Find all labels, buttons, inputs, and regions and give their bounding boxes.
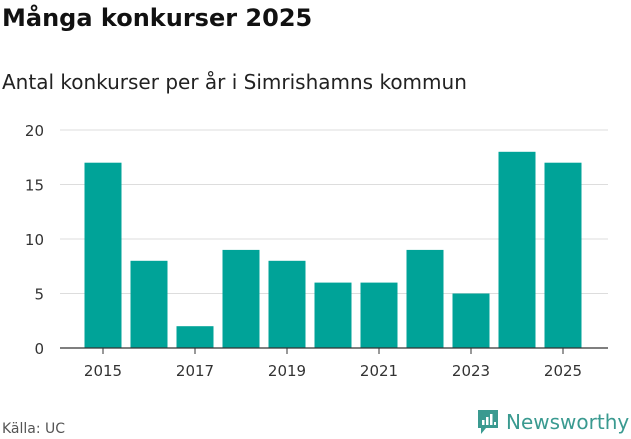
y-tick-label: 0 (34, 340, 44, 358)
chart-title: Många konkurser 2025 (2, 4, 313, 32)
bar-2018 (222, 249, 260, 348)
bar-2015 (84, 162, 122, 348)
bar-2020 (314, 282, 352, 348)
x-tick-label: 2021 (360, 362, 398, 380)
bar-2025 (544, 162, 582, 348)
x-tick-label: 2017 (176, 362, 214, 380)
bar-2022 (406, 249, 444, 348)
newsworthy-logo: Newsworthy (476, 408, 629, 436)
bar-2019 (268, 260, 306, 348)
x-tick-label: 2019 (268, 362, 306, 380)
y-tick-label: 5 (34, 286, 44, 304)
bar-2021 (360, 282, 398, 348)
y-tick-label: 15 (25, 177, 44, 195)
newsworthy-logo-icon (478, 410, 498, 434)
chart-subtitle: Antal konkurser per år i Simrishamns kom… (2, 70, 467, 94)
brand-name: Newsworthy (506, 410, 630, 434)
y-tick-label: 20 (25, 122, 44, 140)
bar-chart: 0 5 10 15 20 2015 2017 2019 2021 2023 2025 (25, 122, 608, 380)
bar-2016 (130, 260, 168, 348)
x-tick-label: 2023 (452, 362, 490, 380)
x-tick-label: 2015 (84, 362, 122, 380)
source-note: Källa: UC (2, 421, 66, 437)
y-tick-label: 10 (25, 231, 44, 249)
bar-2024 (498, 151, 536, 348)
bar-2017 (176, 326, 214, 348)
bar-2023 (452, 293, 490, 348)
x-tick-label: 2025 (544, 362, 582, 380)
